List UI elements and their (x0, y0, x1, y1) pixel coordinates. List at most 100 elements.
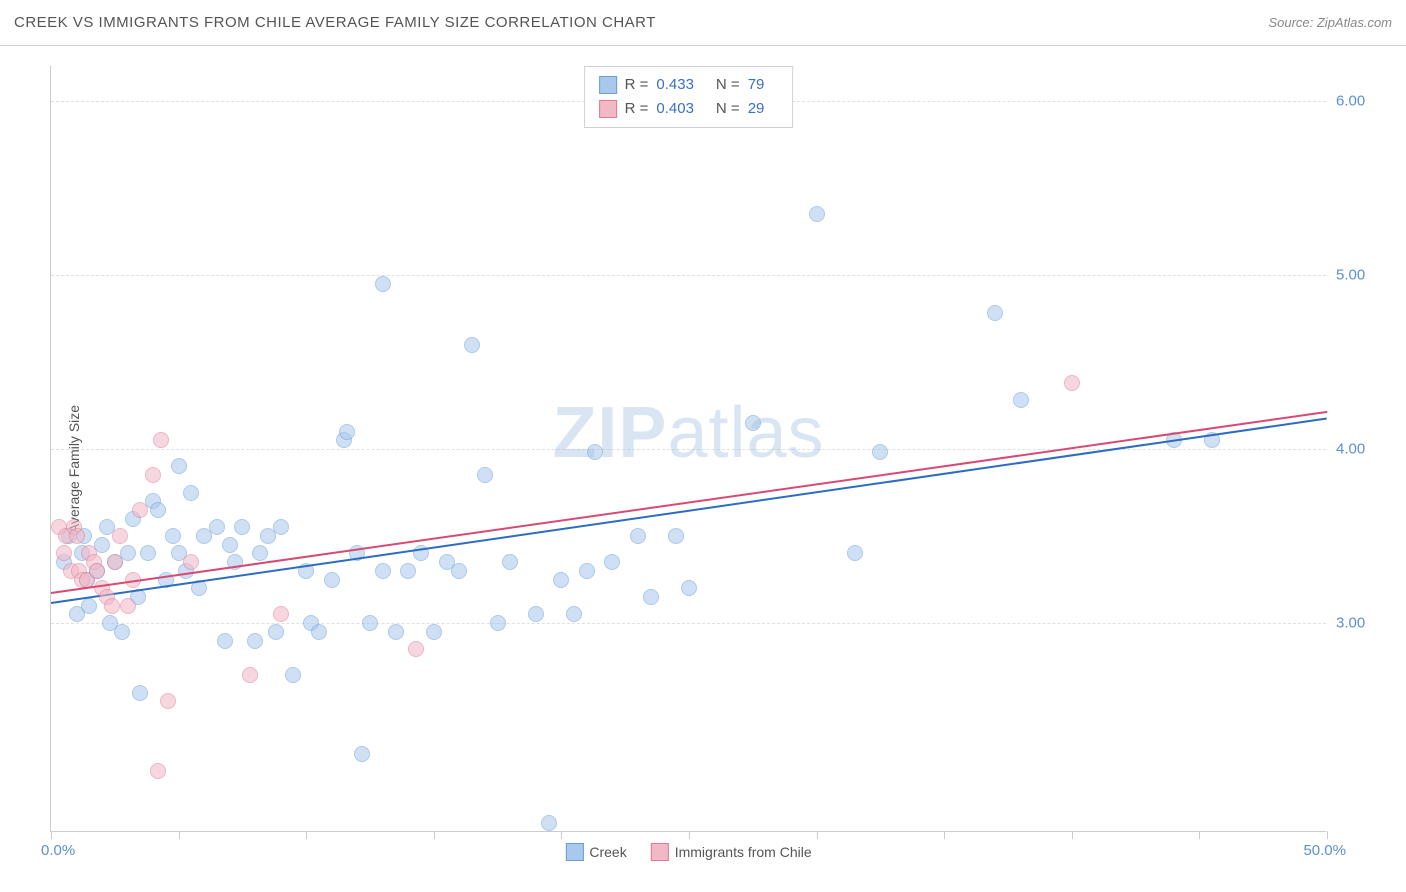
data-point (1013, 392, 1029, 408)
data-point (643, 589, 659, 605)
data-point (1064, 375, 1080, 391)
legend-label: Creek (589, 844, 626, 860)
data-point (89, 563, 105, 579)
data-point (285, 667, 301, 683)
data-point (183, 554, 199, 570)
data-point (426, 624, 442, 640)
scatter-plot: ZIPatlas R =0.433N =79R =0.403N =29 Cree… (50, 66, 1326, 832)
data-point (132, 685, 148, 701)
chart-header: CREEK VS IMMIGRANTS FROM CHILE AVERAGE F… (0, 0, 1406, 46)
data-point (541, 815, 557, 831)
data-point (477, 467, 493, 483)
watermark-zip: ZIP (552, 393, 667, 473)
data-point (451, 563, 467, 579)
chart-title: CREEK VS IMMIGRANTS FROM CHILE AVERAGE F… (14, 14, 656, 31)
data-point (104, 598, 120, 614)
x-tick (817, 831, 818, 839)
x-tick (306, 831, 307, 839)
legend-label: Immigrants from Chile (675, 844, 812, 860)
n-label: N = (716, 73, 740, 97)
legend-swatch (565, 843, 583, 861)
data-point (217, 633, 233, 649)
x-tick (1327, 831, 1328, 839)
data-point (375, 276, 391, 292)
data-point (114, 624, 130, 640)
data-point (847, 545, 863, 561)
data-point (160, 693, 176, 709)
watermark: ZIPatlas (552, 392, 824, 474)
data-point (107, 554, 123, 570)
y-tick-label: 5.00 (1336, 266, 1386, 283)
r-value: 0.403 (656, 97, 694, 121)
correlation-legend: R =0.433N =79R =0.403N =29 (584, 66, 794, 128)
legend-item: Creek (565, 843, 626, 861)
data-point (150, 763, 166, 779)
legend-row: R =0.433N =79 (599, 73, 779, 97)
series-legend: Creek Immigrants from Chile (565, 843, 811, 861)
y-tick-label: 3.00 (1336, 615, 1386, 632)
x-tick (944, 831, 945, 839)
n-value: 29 (748, 97, 765, 121)
r-label: R = (625, 97, 649, 121)
data-point (81, 598, 97, 614)
data-point (872, 444, 888, 460)
data-point (273, 519, 289, 535)
watermark-atlas: atlas (667, 393, 824, 473)
data-point (630, 528, 646, 544)
gridline (51, 275, 1326, 276)
data-point (400, 563, 416, 579)
x-max-label: 50.0% (1303, 842, 1346, 859)
n-label: N = (716, 97, 740, 121)
data-point (140, 545, 156, 561)
data-point (668, 528, 684, 544)
chart-area: Average Family Size ZIPatlas R =0.433N =… (0, 46, 1406, 892)
data-point (150, 502, 166, 518)
data-point (553, 572, 569, 588)
data-point (222, 537, 238, 553)
data-point (375, 563, 391, 579)
x-tick (434, 831, 435, 839)
data-point (324, 572, 340, 588)
data-point (408, 641, 424, 657)
data-point (587, 444, 603, 460)
data-point (490, 615, 506, 631)
x-tick (689, 831, 690, 839)
legend-swatch (599, 76, 617, 94)
data-point (252, 545, 268, 561)
source-attribution: Source: ZipAtlas.com (1268, 15, 1392, 30)
trend-line (51, 411, 1327, 594)
gridline (51, 449, 1326, 450)
x-tick (561, 831, 562, 839)
legend-swatch (651, 843, 669, 861)
data-point (604, 554, 620, 570)
data-point (145, 467, 161, 483)
data-point (120, 598, 136, 614)
data-point (234, 519, 250, 535)
data-point (987, 305, 1003, 321)
data-point (56, 545, 72, 561)
legend-row: R = 0.403 N = 29 (599, 97, 779, 121)
x-min-label: 0.0% (41, 842, 75, 859)
x-tick (51, 831, 52, 839)
data-point (268, 624, 284, 640)
legend-swatch (599, 100, 617, 118)
data-point (132, 502, 148, 518)
data-point (209, 519, 225, 535)
data-point (388, 624, 404, 640)
data-point (566, 606, 582, 622)
data-point (247, 633, 263, 649)
data-point (528, 606, 544, 622)
x-tick (1072, 831, 1073, 839)
x-tick (179, 831, 180, 839)
x-tick (1199, 831, 1200, 839)
data-point (681, 580, 697, 596)
n-value: 79 (748, 73, 765, 97)
legend-item: Immigrants from Chile (651, 843, 812, 861)
data-point (464, 337, 480, 353)
data-point (339, 424, 355, 440)
gridline (51, 623, 1326, 624)
r-label: R = (625, 73, 649, 97)
data-point (502, 554, 518, 570)
data-point (242, 667, 258, 683)
data-point (165, 528, 181, 544)
